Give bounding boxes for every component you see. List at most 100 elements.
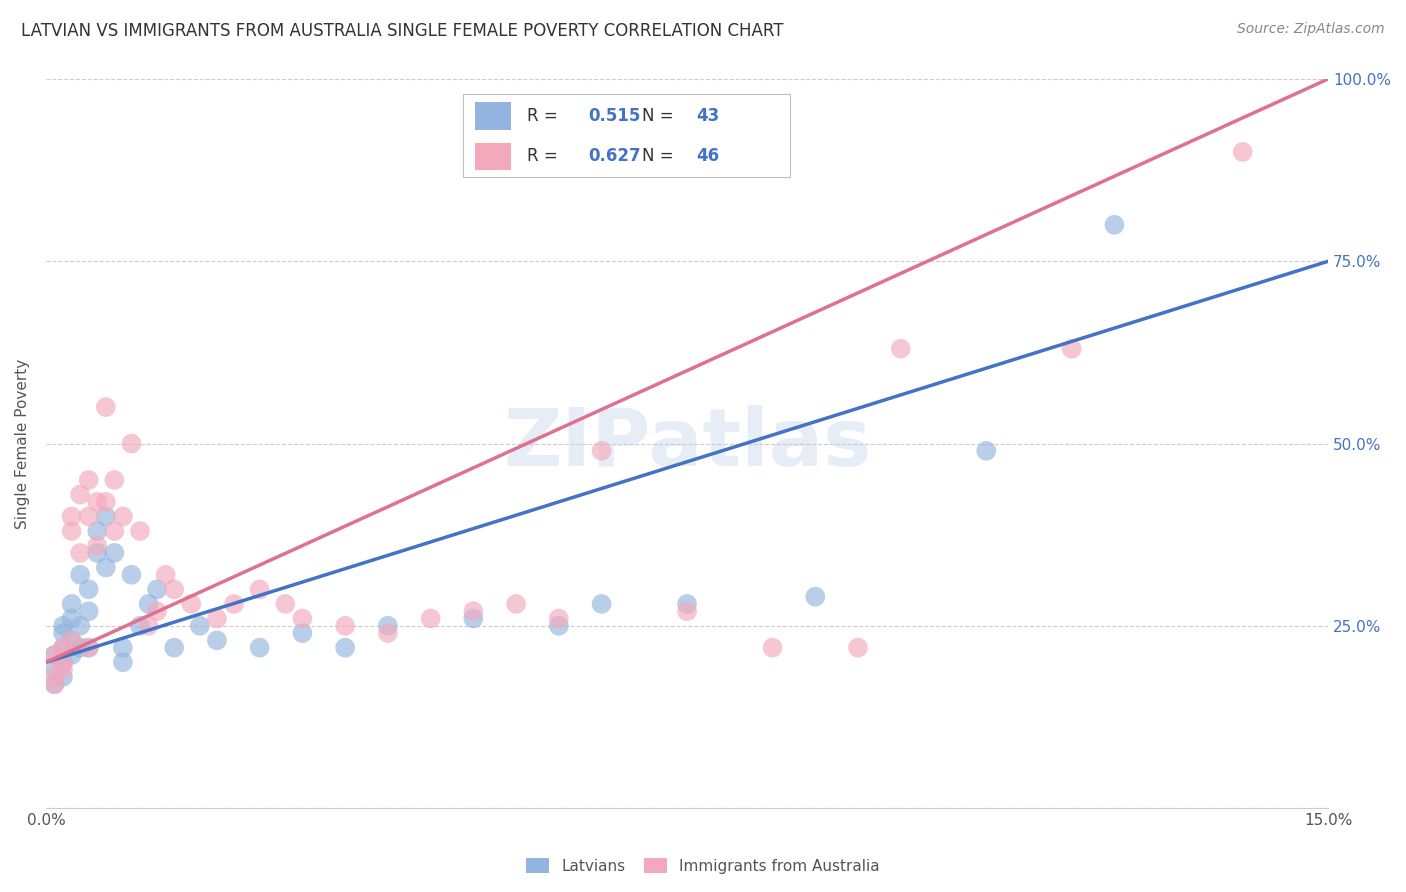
- Point: [155, 567, 177, 582]
- Point: [44, 648, 66, 662]
- Point: [129, 619, 152, 633]
- Point: [463, 604, 485, 618]
- Y-axis label: Single Female Poverty: Single Female Poverty: [15, 359, 30, 529]
- Point: [60, 597, 83, 611]
- Point: [505, 597, 527, 611]
- Point: [333, 619, 356, 633]
- Point: [94, 560, 117, 574]
- Point: [44, 663, 66, 677]
- Point: [676, 604, 699, 618]
- Point: [86, 524, 108, 538]
- Text: 0.627: 0.627: [588, 147, 641, 165]
- FancyBboxPatch shape: [475, 143, 512, 170]
- Text: 43: 43: [696, 107, 720, 125]
- Point: [1232, 145, 1254, 159]
- Point: [591, 443, 613, 458]
- Point: [69, 567, 91, 582]
- Point: [52, 626, 75, 640]
- Point: [205, 611, 228, 625]
- Point: [60, 524, 83, 538]
- Point: [377, 619, 399, 633]
- Point: [52, 663, 75, 677]
- Point: [103, 524, 125, 538]
- FancyBboxPatch shape: [463, 94, 790, 178]
- Point: [52, 655, 75, 669]
- Point: [60, 633, 83, 648]
- Point: [249, 582, 271, 597]
- Point: [52, 619, 75, 633]
- Point: [129, 524, 152, 538]
- Point: [94, 400, 117, 414]
- Point: [138, 597, 160, 611]
- Point: [249, 640, 271, 655]
- Point: [547, 611, 569, 625]
- Point: [77, 640, 100, 655]
- Point: [44, 670, 66, 684]
- Point: [1104, 218, 1126, 232]
- FancyBboxPatch shape: [475, 103, 512, 130]
- Point: [163, 640, 186, 655]
- Text: Source: ZipAtlas.com: Source: ZipAtlas.com: [1237, 22, 1385, 37]
- Point: [86, 495, 108, 509]
- Text: N =: N =: [643, 107, 673, 125]
- Point: [44, 648, 66, 662]
- Point: [291, 626, 314, 640]
- Point: [77, 509, 100, 524]
- Text: 46: 46: [696, 147, 718, 165]
- Point: [86, 546, 108, 560]
- Point: [103, 546, 125, 560]
- Point: [103, 473, 125, 487]
- Point: [974, 443, 997, 458]
- Point: [77, 604, 100, 618]
- Point: [333, 640, 356, 655]
- Point: [52, 640, 75, 655]
- Legend: Latvians, Immigrants from Australia: Latvians, Immigrants from Australia: [520, 852, 886, 880]
- Point: [69, 546, 91, 560]
- Point: [274, 597, 297, 611]
- Point: [111, 509, 134, 524]
- Point: [180, 597, 202, 611]
- Point: [44, 677, 66, 691]
- Point: [44, 677, 66, 691]
- Point: [94, 509, 117, 524]
- Point: [60, 648, 83, 662]
- Text: ZIPatlas: ZIPatlas: [503, 405, 872, 483]
- Point: [77, 640, 100, 655]
- Point: [547, 619, 569, 633]
- Point: [138, 619, 160, 633]
- Point: [60, 509, 83, 524]
- Point: [291, 611, 314, 625]
- Point: [205, 633, 228, 648]
- Point: [52, 670, 75, 684]
- Point: [804, 590, 827, 604]
- Point: [222, 597, 245, 611]
- Text: LATVIAN VS IMMIGRANTS FROM AUSTRALIA SINGLE FEMALE POVERTY CORRELATION CHART: LATVIAN VS IMMIGRANTS FROM AUSTRALIA SIN…: [21, 22, 783, 40]
- Point: [163, 582, 186, 597]
- Point: [120, 567, 142, 582]
- Text: R =: R =: [527, 107, 558, 125]
- Text: R =: R =: [527, 147, 558, 165]
- Point: [846, 640, 869, 655]
- Point: [761, 640, 783, 655]
- Point: [77, 473, 100, 487]
- Point: [69, 640, 91, 655]
- Point: [120, 436, 142, 450]
- Point: [111, 655, 134, 669]
- Point: [69, 487, 91, 501]
- Point: [52, 655, 75, 669]
- Point: [146, 604, 169, 618]
- Point: [377, 626, 399, 640]
- Point: [111, 640, 134, 655]
- Point: [60, 611, 83, 625]
- Point: [77, 582, 100, 597]
- Point: [86, 539, 108, 553]
- Text: 0.515: 0.515: [588, 107, 641, 125]
- Point: [146, 582, 169, 597]
- Point: [463, 611, 485, 625]
- Text: N =: N =: [643, 147, 673, 165]
- Point: [188, 619, 211, 633]
- Point: [676, 597, 699, 611]
- Point: [890, 342, 912, 356]
- Point: [69, 619, 91, 633]
- Point: [1060, 342, 1083, 356]
